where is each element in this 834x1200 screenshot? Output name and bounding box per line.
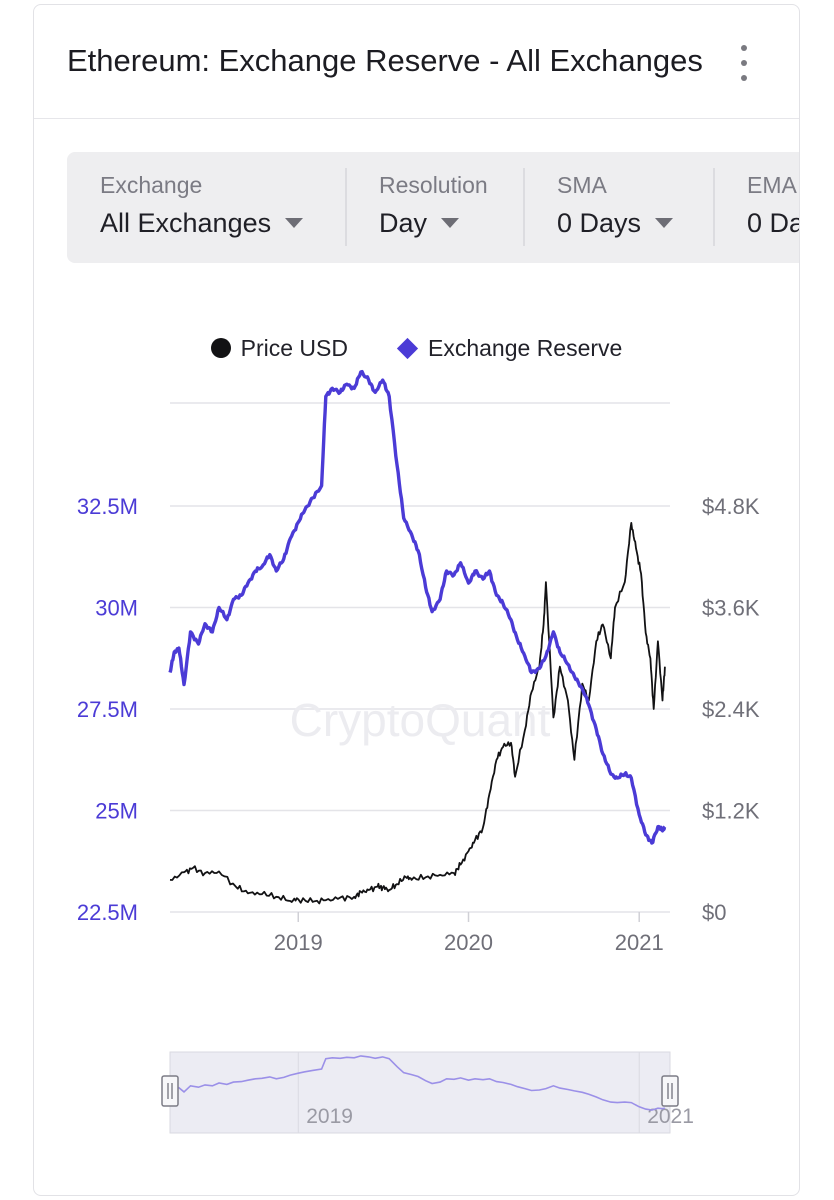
kebab-dot [741, 60, 747, 66]
sma-filter-dropdown[interactable]: SMA 0 Days [557, 152, 712, 263]
filter-value-text: 0 Days [747, 208, 799, 238]
navigator-tick-label: 2019 [306, 1105, 353, 1128]
y-left-tick-label: 27.5M [77, 697, 138, 722]
navigator-left-handle[interactable] [161, 1075, 179, 1107]
y-right-tick-label: $2.4K [702, 697, 760, 722]
legend-label: Price USD [240, 334, 348, 361]
resolution-filter-dropdown[interactable]: Resolution Day [379, 152, 524, 263]
card-header: Ethereum: Exchange Reserve - All Exchang… [34, 5, 799, 119]
kebab-dot [741, 75, 747, 81]
navigator-background [169, 1051, 671, 1134]
y-right-tick-label: $1.2K [702, 799, 760, 824]
caret-down-icon [655, 217, 674, 228]
exchange-reserve-line [168, 369, 667, 845]
chart-legend: Price USD Exchange Reserve [34, 331, 799, 365]
filter-value: All Exchanges [100, 208, 304, 239]
y-left-tick-label: 22.5M [77, 900, 138, 925]
ema-filter-dropdown[interactable]: EMA 0 Days [747, 152, 799, 263]
x-tick-label: 2020 [444, 930, 493, 955]
watermark-text: CryptoQuant [290, 694, 551, 746]
filter-value: 0 Days [747, 208, 799, 239]
filter-value-text: All Exchanges [100, 208, 272, 238]
filter-bar: Exchange All Exchanges Resolution Day SM… [67, 152, 799, 263]
price-usd-line [169, 522, 666, 905]
filter-value: Day [379, 208, 460, 239]
x-tick-label: 2019 [274, 930, 323, 955]
caret-down-icon [441, 217, 460, 228]
filter-value: 0 Days [557, 208, 674, 239]
filter-label: SMA [557, 172, 607, 198]
legend-label: Exchange Reserve [428, 334, 623, 361]
filter-value-text: Day [379, 208, 428, 238]
y-right-tick-label: $0 [702, 900, 726, 925]
filter-divider [523, 168, 525, 246]
legend-item-reserve[interactable]: Exchange Reserve [396, 331, 623, 365]
y-left-tick-label: 32.5M [77, 494, 138, 519]
x-tick-label: 2021 [615, 930, 664, 955]
chart-card: Ethereum: Exchange Reserve - All Exchang… [33, 4, 800, 1196]
exchange-filter-dropdown[interactable]: Exchange All Exchanges [100, 152, 345, 263]
filter-label: Exchange [100, 172, 203, 198]
y-right-tick-label: $3.6K [702, 596, 760, 621]
chart-title: Ethereum: Exchange Reserve - All Exchang… [67, 43, 703, 78]
y-right-tick-label: $4.8K [702, 494, 760, 519]
navigator-series-line [169, 1055, 666, 1111]
y-left-tick-label: 30M [95, 596, 138, 621]
filter-divider [345, 168, 347, 246]
filter-value-text: 0 Days [557, 208, 642, 238]
filter-label: EMA [747, 172, 797, 198]
caret-down-icon [285, 217, 304, 228]
legend-item-price[interactable]: Price USD [210, 331, 348, 365]
filter-label: Resolution [379, 172, 488, 198]
filter-divider [713, 168, 715, 246]
navigator-right-handle[interactable] [661, 1075, 679, 1107]
kebab-dot [741, 45, 747, 51]
kebab-menu-icon[interactable] [734, 45, 754, 81]
circle-marker-icon [210, 338, 231, 358]
navigator-tick-label: 2021 [647, 1105, 694, 1128]
y-left-tick-label: 25M [95, 799, 138, 824]
